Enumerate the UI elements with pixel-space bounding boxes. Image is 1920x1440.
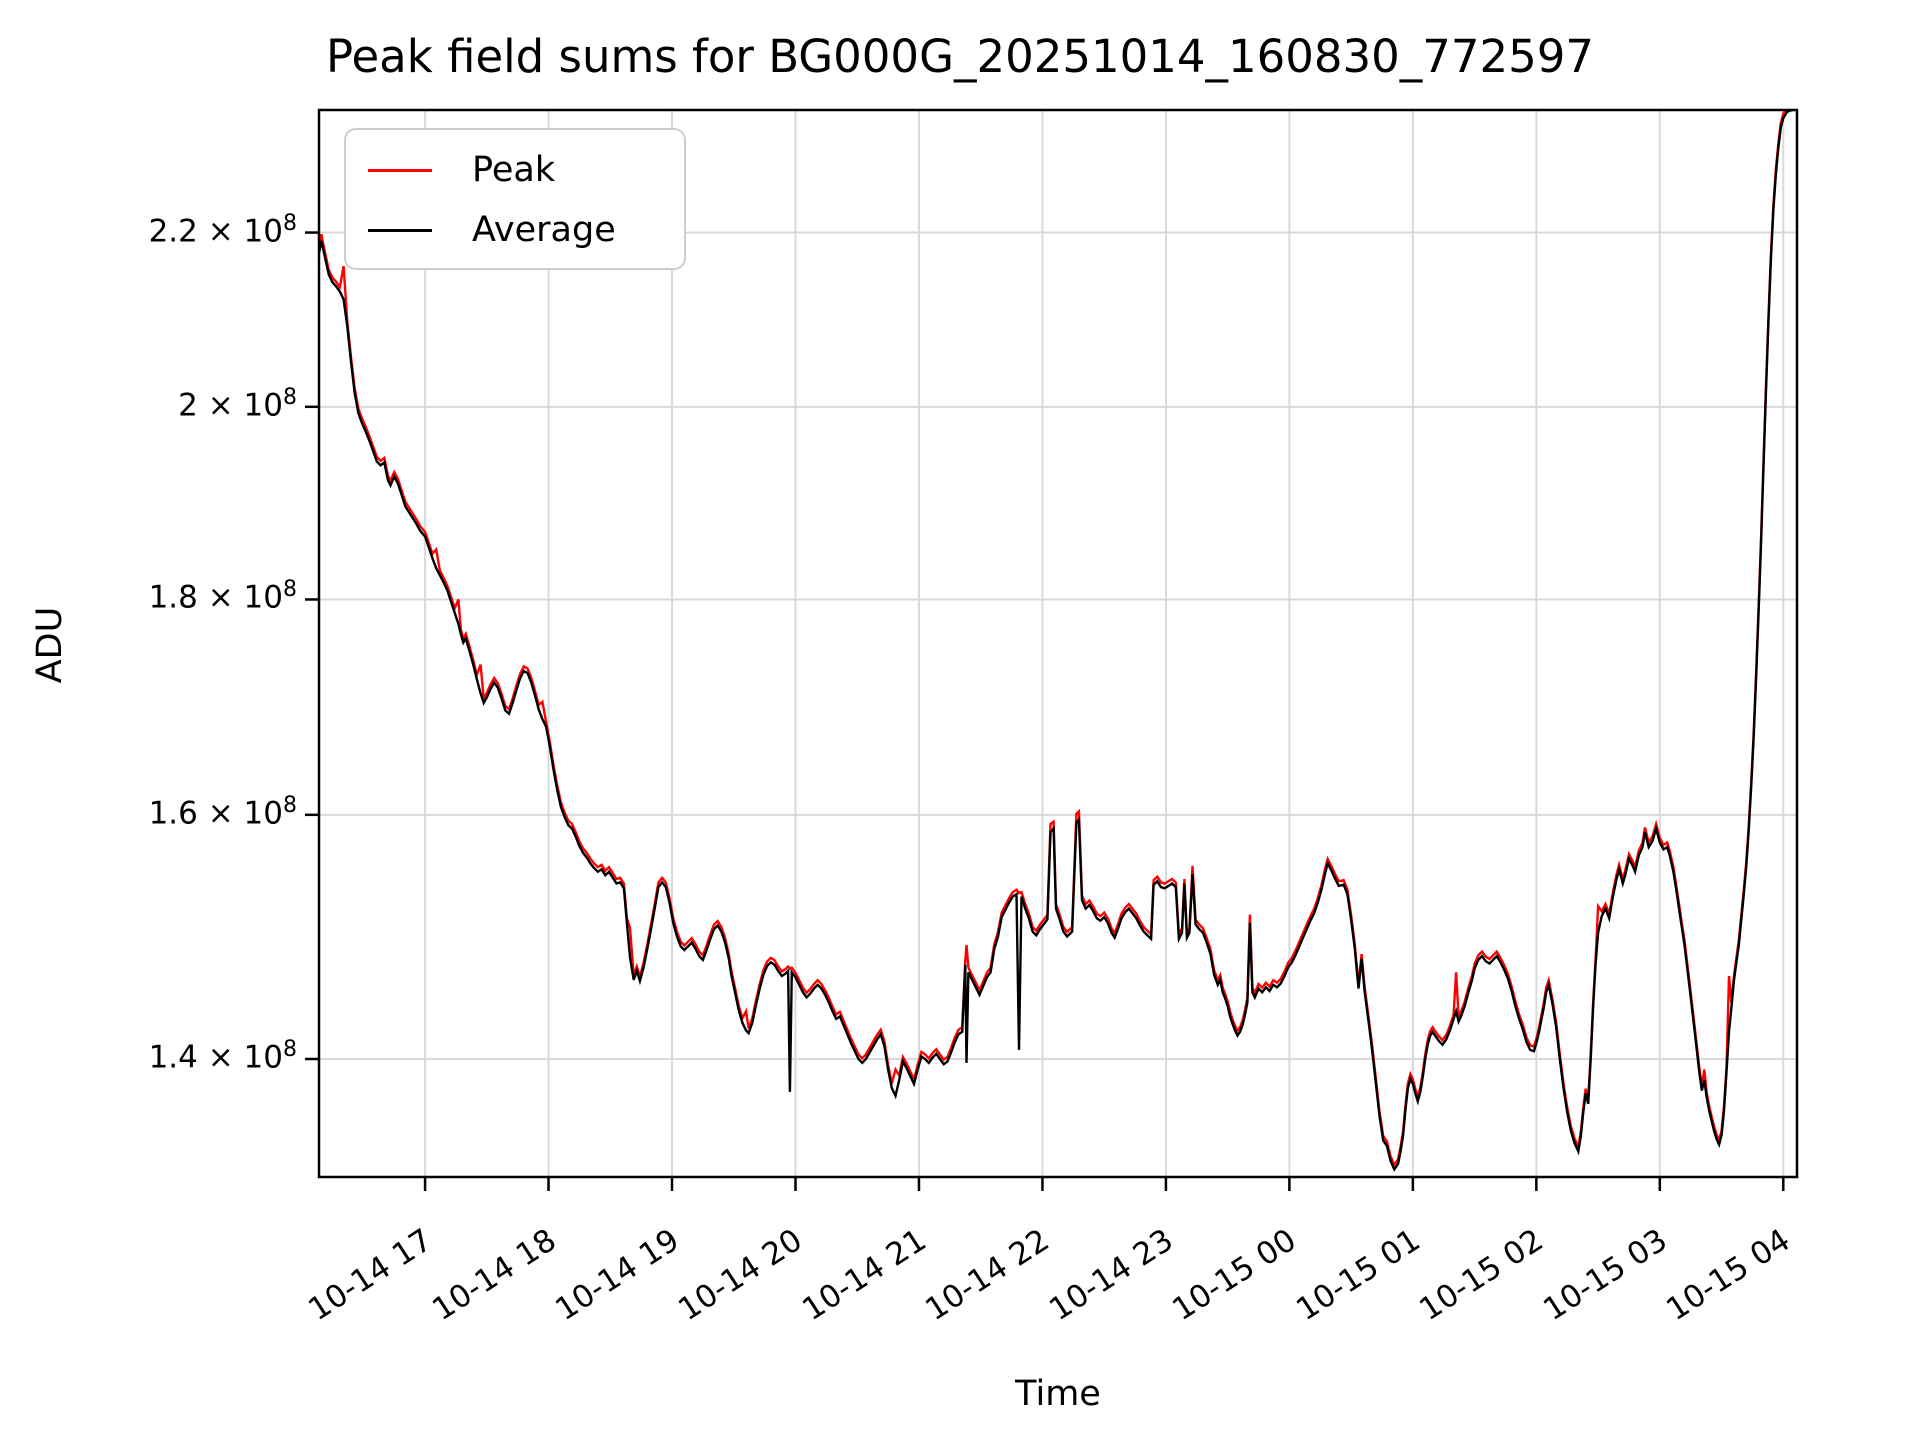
- y-axis-label: ADU: [30, 606, 70, 684]
- legend: Peak Average: [344, 128, 686, 270]
- peak-line-swatch: [368, 168, 432, 172]
- y-tick-label: 1.8 × 108: [148, 577, 297, 616]
- chart-title: Peak field sums for BG000G_20251014_1608…: [325, 30, 1595, 83]
- y-tick-label: 2 × 108: [178, 384, 297, 424]
- legend-label-peak: Peak: [472, 150, 556, 190]
- x-axis-label: Time: [1015, 1374, 1101, 1414]
- average-line: [319, 110, 1796, 1172]
- legend-label-average: Average: [472, 210, 616, 250]
- legend-item-peak: Peak: [346, 142, 684, 198]
- y-tick-label: 2.2 × 108: [148, 210, 297, 249]
- axes-spines: [317, 108, 1799, 1179]
- tick-marks: [305, 231, 1785, 1191]
- grid-lines: [319, 110, 1797, 1177]
- y-tick-label: 1.6 × 108: [148, 792, 297, 832]
- y-tick-label: 1.4 × 108: [148, 1036, 297, 1076]
- legend-item-average: Average: [346, 202, 684, 258]
- average-line-swatch: [368, 228, 432, 232]
